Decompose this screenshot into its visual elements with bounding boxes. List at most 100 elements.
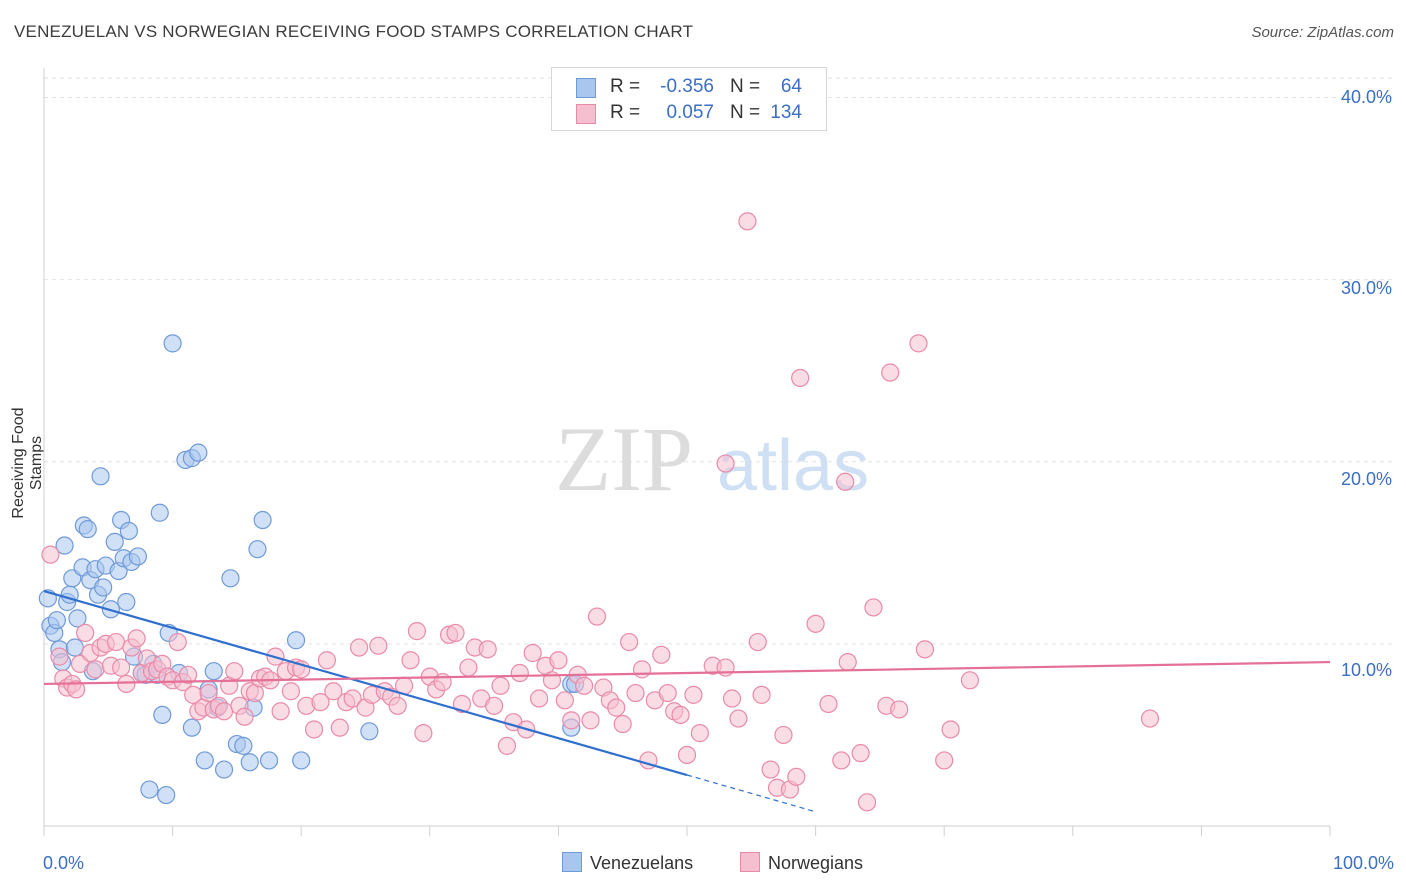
norwegian-point [774, 725, 793, 745]
norwegian-point [86, 660, 105, 679]
norwegian-point [690, 724, 709, 743]
n-value: 134 [770, 102, 802, 123]
venezuelan-point [117, 592, 136, 612]
norwegian-point [459, 658, 478, 677]
norwegian-point [748, 632, 767, 652]
norwegian-point [722, 689, 742, 708]
norwegian-point [587, 607, 607, 626]
norwegian-point [729, 709, 748, 728]
r-value: 0.057 [666, 102, 714, 123]
norwegian-point [626, 683, 645, 703]
norwegian-point [658, 683, 677, 703]
norwegian-point [497, 736, 517, 755]
source-label: Source: ZipAtlas.com [1251, 24, 1394, 41]
norwegian-point [41, 545, 60, 564]
norwegian-point [652, 645, 671, 664]
chart-title: VENEZUELAN VS NORWEGIAN RECEIVING FOOD S… [14, 22, 694, 41]
norwegian-point [864, 598, 883, 617]
norwegian-point [915, 640, 935, 659]
venezuelan-point [150, 503, 169, 522]
venezuelan-point [68, 609, 87, 628]
venezuelan-point [360, 722, 379, 741]
norwegian-point [607, 698, 626, 717]
norwegian-point [414, 724, 433, 743]
norwegian-point [549, 651, 568, 670]
venezuelan-point [119, 521, 138, 541]
venezuelan-point [259, 751, 279, 770]
trend-lines [43, 590, 1331, 813]
norwegian-point [478, 640, 497, 659]
venezuelan-point [157, 785, 176, 805]
norwegian-point [199, 683, 218, 703]
norwegian-point [819, 694, 838, 714]
venezuelan-point [234, 736, 253, 755]
norwegian-point [671, 705, 690, 725]
norwegian-point [890, 700, 909, 719]
norwegian-point [388, 696, 407, 715]
norwegian-point [510, 663, 529, 683]
norwegian-point [632, 660, 652, 679]
venezuelan-point [292, 751, 311, 770]
venezuelan-point [240, 753, 259, 772]
legend-label: Venezuelans [590, 853, 694, 873]
norwegian-point [761, 760, 780, 779]
venezuelan-swatch [576, 78, 596, 98]
x-tick-min: 0.0% [43, 853, 85, 873]
venezuelan-trend-line [43, 590, 688, 777]
norwegian-point [225, 662, 244, 681]
venezuelan-point [189, 443, 208, 462]
venezuelan-point [182, 718, 201, 737]
x-tick-max: 100.0% [1332, 853, 1394, 873]
n-label: N = [730, 102, 761, 123]
watermark-zip: ZIP [555, 408, 693, 510]
norwegian-point [941, 720, 960, 739]
norwegian-point [317, 651, 337, 670]
norwegian-point [562, 711, 581, 730]
norwegian-point [935, 751, 954, 770]
venezuelan-point [140, 780, 159, 799]
norwegian-point [106, 632, 126, 652]
axes [43, 68, 1330, 827]
r-label: R = [610, 102, 641, 123]
norwegian-point [330, 718, 349, 737]
norwegian-point [50, 647, 69, 666]
norwegian-point [304, 720, 324, 739]
venezuelan-point [248, 540, 267, 559]
venezuelan-point [286, 631, 306, 650]
venezuelan-swatch [562, 852, 582, 872]
r-value: -0.356 [660, 76, 714, 97]
venezuelan-point [163, 334, 182, 353]
norwegian-point [235, 707, 254, 726]
y-tick-label: 30.0% [1340, 278, 1392, 298]
norwegian-point [214, 702, 234, 721]
norwegian-trend-line [43, 660, 1331, 686]
legend-row-norwegians: R = 0.057 N = 134 [552, 101, 826, 127]
norwegian-point [485, 696, 504, 715]
watermark: ZIP atlas [555, 408, 869, 510]
norwegian-point [127, 629, 146, 648]
norwegian-point [684, 685, 703, 704]
norwegian-point [76, 623, 95, 643]
norwegian-point [452, 694, 472, 714]
norwegian-point [620, 632, 639, 652]
norwegian-point [716, 454, 735, 473]
norwegian-point [281, 682, 301, 701]
venezuelan-point [153, 705, 172, 725]
norwegian-point [738, 212, 757, 231]
y-tick-label: 20.0% [1340, 469, 1392, 489]
norwegian-point [117, 674, 136, 694]
norwegian-point [752, 685, 771, 704]
norwegian-point [881, 363, 900, 382]
norwegian-point [271, 702, 290, 721]
y-tick-label: 40.0% [1340, 87, 1392, 107]
norwegian-swatch [576, 104, 596, 124]
norwegian-point [112, 658, 131, 677]
norwegian-point [677, 745, 697, 765]
norwegian-points [41, 212, 1160, 812]
venezuelan-point [214, 760, 234, 779]
venezuelan-trend-extension [686, 774, 816, 813]
norwegian-point [523, 643, 542, 663]
norwegian-point [838, 652, 857, 672]
venezuelan-point [204, 662, 223, 681]
